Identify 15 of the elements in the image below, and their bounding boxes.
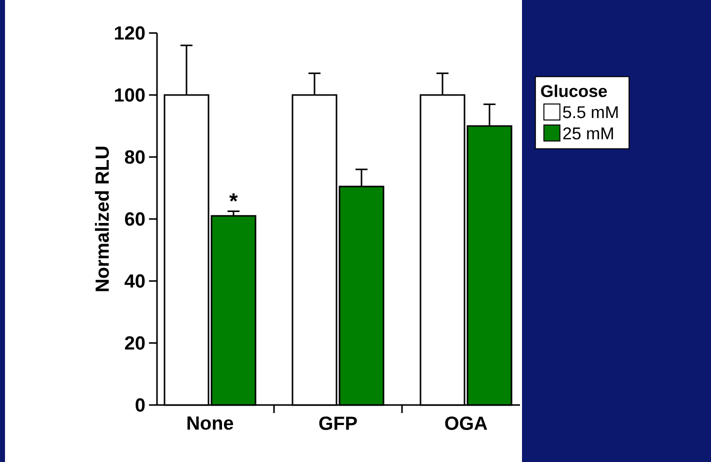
x-tick-label: GFP [319,416,357,430]
y-tick-label: 80 [124,150,145,164]
y-tick-label: 20 [125,336,145,350]
x-tick-label: OGA [445,416,488,430]
y-tick-label: 120 [114,26,145,40]
x-tick-label: None [188,416,234,430]
y-tick-label: 40 [124,274,145,288]
y-tick-label: 100 [114,88,145,102]
annotation: * [229,193,238,202]
legend-label: 5.5 mM [563,106,618,118]
legend-label: 25 mM [563,127,613,140]
y-tick-label: 60 [125,212,145,226]
legend-title: Glucose [541,84,607,98]
y-axis-title: Normalized RLU [94,146,109,292]
y-tick-label: 0 [136,398,145,412]
